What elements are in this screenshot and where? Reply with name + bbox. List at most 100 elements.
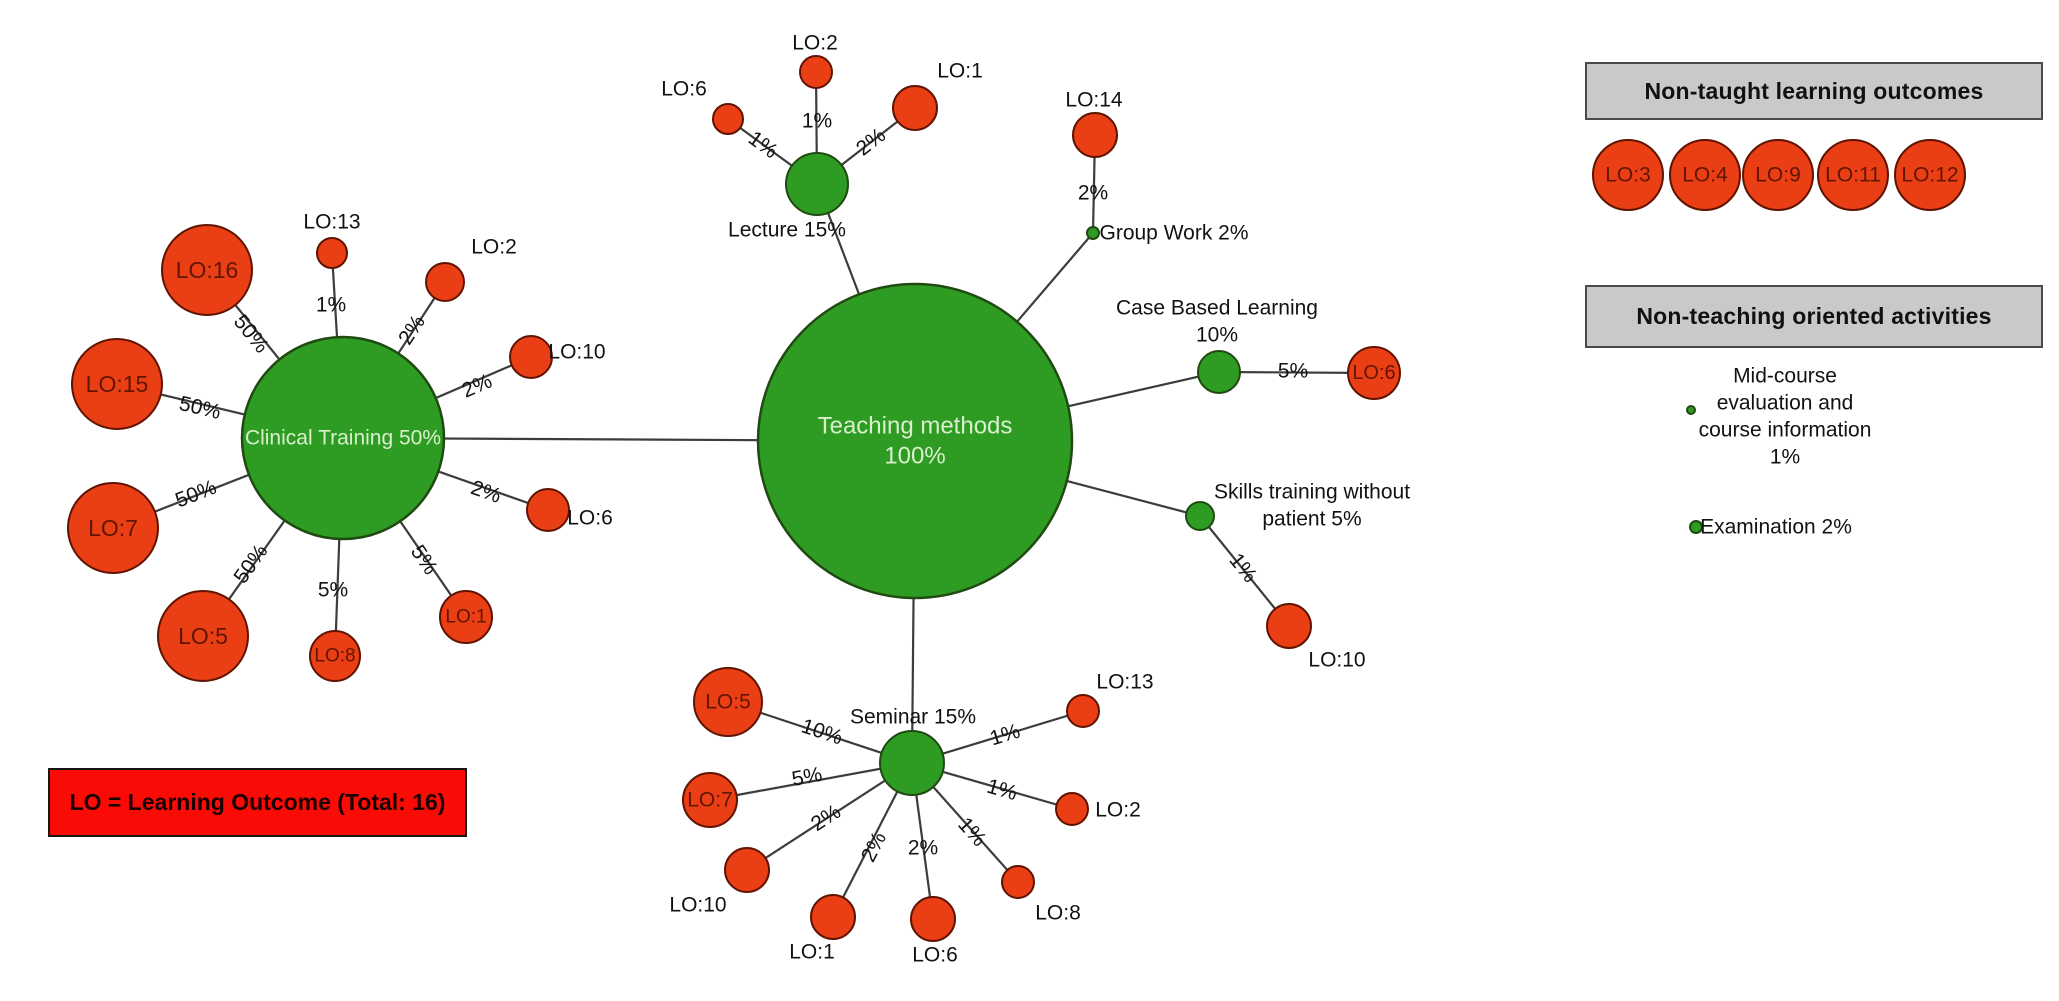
label-c_lo16: LO:16: [176, 257, 239, 283]
label-l_lo2: LO:2: [792, 32, 838, 55]
label-midcourse-line0: Mid-course: [1733, 365, 1837, 388]
node-lg_lo4: [1669, 139, 1741, 211]
label-c_lo6: LO:6: [567, 507, 613, 530]
edge-label-seminar-s_lo6: 2%: [908, 837, 938, 860]
node-s_lo13: [1066, 694, 1100, 728]
legend-non-taught-header: Non-taught learning outcomes: [1585, 62, 2043, 120]
label-examination: Examination 2%: [1700, 516, 1852, 539]
label-s_lo10: LO:10: [669, 894, 726, 917]
label-cbl-line1: 10%: [1196, 324, 1238, 347]
edge-label-groupwork-gw_lo14: 2%: [1078, 182, 1108, 205]
edge-label-clinical-c_lo8: 5%: [318, 579, 348, 602]
label-lg_lo12: LO:12: [1901, 164, 1958, 187]
legend-non-taught-title: Non-taught learning outcomes: [1644, 77, 1984, 104]
node-lecture: [785, 152, 849, 216]
label-cbl_lo6: LO:6: [1352, 362, 1395, 384]
node-s_lo1: [810, 894, 856, 940]
label-c_lo10: LO:10: [548, 341, 605, 364]
node-lg_lo3: [1592, 139, 1664, 211]
node-midcourse: [1686, 405, 1696, 415]
node-c_lo10: [509, 335, 553, 379]
node-c_lo5: [157, 590, 249, 682]
label-midcourse-line3: 1%: [1770, 446, 1800, 469]
node-s_lo8: [1001, 865, 1035, 899]
node-lg_lo9: [1742, 139, 1814, 211]
node-c_lo8: [309, 630, 361, 682]
edge-label-clinical-c_lo13: 1%: [316, 294, 346, 317]
label-cbl-line0: Case Based Learning: [1116, 297, 1318, 320]
node-sk_lo10: [1266, 603, 1312, 649]
lo-abbreviation-note: LO = Learning Outcome (Total: 16): [48, 768, 467, 837]
node-s_lo10: [724, 847, 770, 893]
label-c_lo8: LO:8: [314, 646, 355, 667]
node-groupwork: [1086, 226, 1100, 240]
node-lg_lo12: [1894, 139, 1966, 211]
label-midcourse-line2: course information: [1699, 419, 1872, 442]
node-lg_lo11: [1817, 139, 1889, 211]
node-seminar: [879, 730, 945, 796]
label-lecture: Lecture 15%: [728, 219, 846, 242]
node-gw_lo14: [1072, 112, 1118, 158]
node-c_lo6: [526, 488, 570, 532]
edge-label-seminar-s_lo7: 5%: [790, 763, 824, 791]
label-skills-line1: patient 5%: [1262, 508, 1361, 531]
edge-label-seminar-s_lo5: 10%: [798, 714, 845, 749]
label-s_lo2: LO:2: [1095, 799, 1141, 822]
label-s_lo13: LO:13: [1096, 671, 1153, 694]
node-examination: [1689, 520, 1703, 534]
label-c_lo2: LO:2: [471, 236, 517, 259]
label-lg_lo4: LO:4: [1682, 164, 1728, 187]
node-s_lo7: [682, 772, 738, 828]
node-clinical: [240, 335, 446, 541]
label-groupwork: Group Work 2%: [1100, 222, 1249, 245]
label-clinical: Clinical Training 50%: [245, 427, 441, 450]
node-c_lo13: [316, 237, 348, 269]
node-s_lo5: [693, 667, 763, 737]
node-skills: [1185, 501, 1215, 531]
node-s_lo6: [910, 896, 956, 942]
edge-label-cbl-cbl_lo6: 5%: [1278, 359, 1309, 382]
node-c_lo1: [439, 590, 493, 644]
label-lg_lo9: LO:9: [1755, 164, 1801, 187]
edge-label-clinical-c_lo7: 50%: [172, 476, 220, 513]
node-l_lo6: [712, 103, 744, 135]
label-s_lo5: LO:5: [705, 691, 751, 714]
label-gw_lo14: LO:14: [1065, 89, 1123, 112]
legend-non-teaching-header: Non-teaching oriented activities: [1585, 285, 2043, 348]
label-c_lo15: LO:15: [86, 371, 149, 397]
edge-label-clinical-c_lo2: 2%: [394, 311, 430, 349]
label-c_lo5: LO:5: [178, 623, 228, 649]
label-l_lo1: LO:1: [937, 60, 983, 83]
edge-seminar-s_lo7: [709, 761, 913, 802]
legend-non-teaching-title: Non-teaching oriented activities: [1636, 303, 1992, 329]
edge-label-clinical-c_lo16: 50%: [229, 310, 273, 357]
edge-label-lecture-l_lo2: 1%: [802, 110, 832, 133]
edge-skills-sk_lo10: [1199, 515, 1290, 627]
node-s_lo2: [1055, 792, 1089, 826]
label-s_lo7: LO:7: [687, 789, 733, 812]
node-c_lo7: [67, 482, 159, 574]
label-s_lo1: LO:1: [789, 941, 835, 964]
label-teaching-line0: Teaching methods: [818, 413, 1013, 440]
node-l_lo2: [799, 55, 833, 89]
node-cbl_lo6: [1347, 346, 1401, 400]
label-lg_lo3: LO:3: [1605, 164, 1651, 187]
node-c_lo15: [71, 338, 163, 430]
label-midcourse-line1: evaluation and: [1717, 392, 1854, 415]
label-c_lo7: LO:7: [88, 515, 138, 541]
label-skills-line0: Skills training without: [1214, 481, 1410, 504]
label-c_lo1: LO:1: [445, 607, 486, 628]
label-s_lo6: LO:6: [912, 944, 958, 967]
label-seminar: Seminar 15%: [850, 706, 976, 729]
lo-abbreviation-text: LO = Learning Outcome (Total: 16): [69, 789, 446, 815]
label-sk_lo10: LO:10: [1308, 649, 1365, 672]
edge-label-seminar-s_lo10: 2%: [807, 800, 845, 836]
node-cbl: [1197, 350, 1241, 394]
node-c_lo16: [161, 224, 253, 316]
label-lg_lo11: LO:11: [1825, 164, 1881, 187]
edge-label-seminar-s_lo2: 1%: [984, 775, 1020, 805]
edge-label-clinical-c_lo15: 50%: [177, 392, 223, 424]
edge-label-clinical-c_lo6: 2%: [468, 476, 504, 508]
edge-label-lecture-l_lo1: 2%: [852, 124, 890, 161]
